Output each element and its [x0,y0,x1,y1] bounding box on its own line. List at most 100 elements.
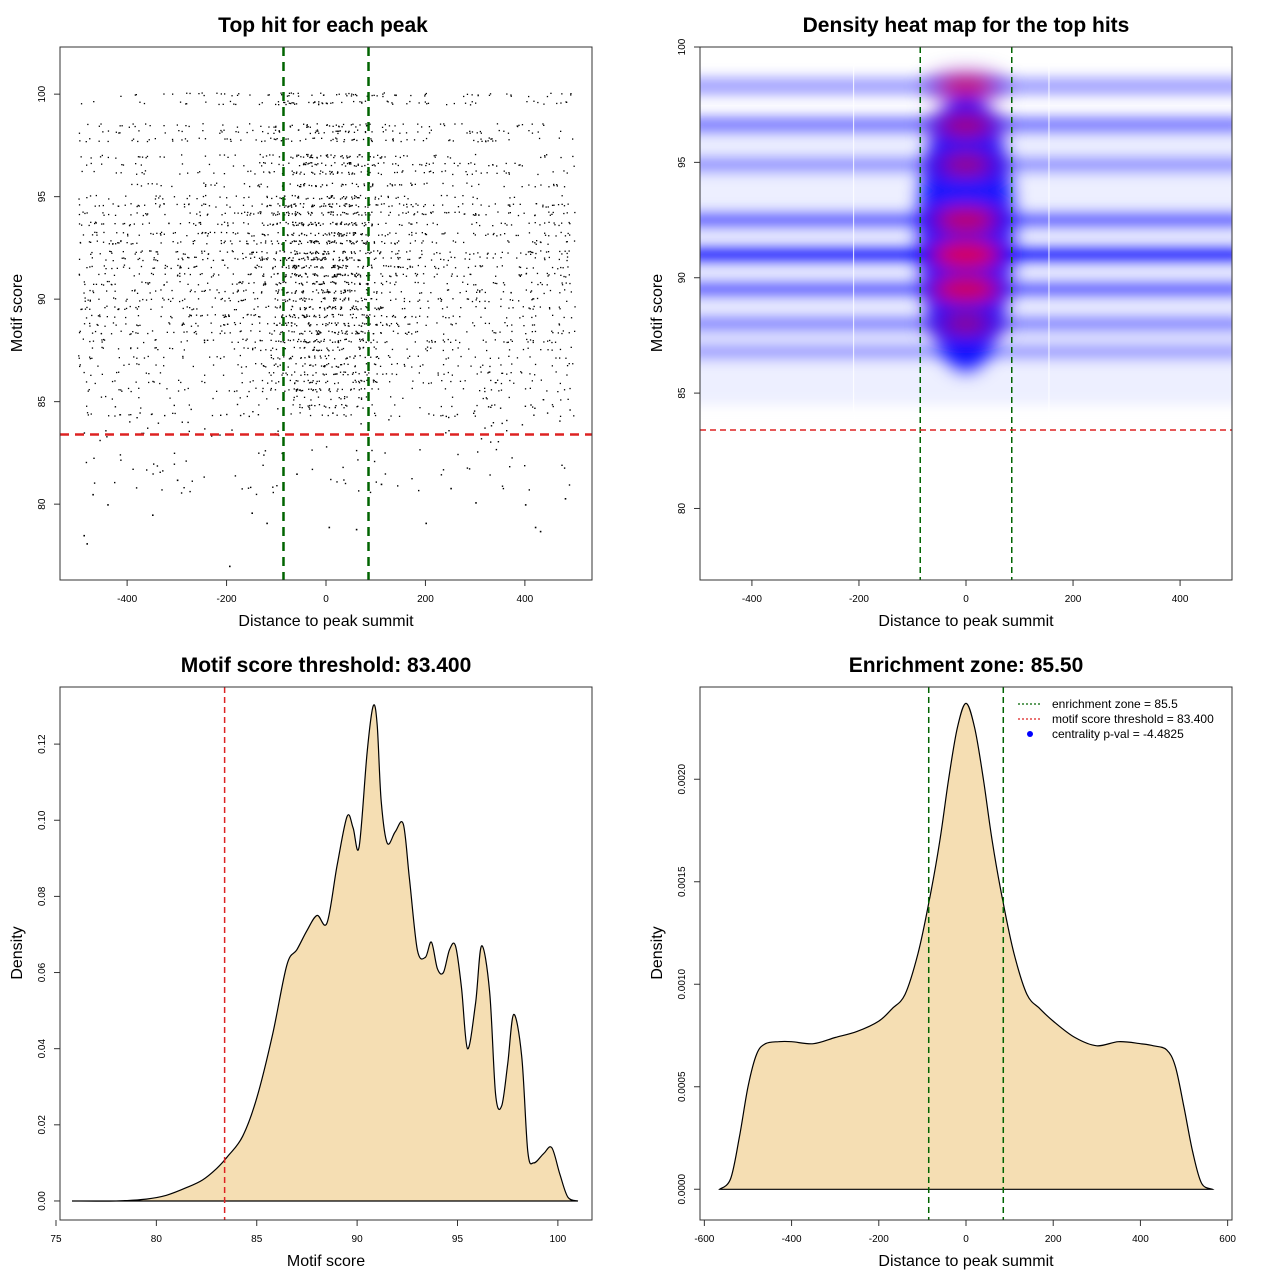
scatter-point [162,297,164,299]
scatter-point [518,164,520,166]
scatter-point [300,374,302,376]
scatter-point [510,94,512,96]
scatter-point [536,240,538,242]
scatter-point [287,205,289,208]
scatter-point [411,231,413,234]
scatter-point [288,95,290,97]
scatter-point [288,214,290,216]
scatter-point [426,316,429,318]
scatter-point [307,155,309,157]
scatter-point [371,404,373,406]
scatter-point [350,251,352,253]
scatter-point [266,252,268,254]
scatter-point [80,308,82,311]
scatter-point [409,300,411,303]
scatter-point [192,243,194,245]
scatter-point [281,374,283,376]
scatter-point [249,94,251,96]
scatter-point [351,281,353,284]
scatter-point [361,233,363,235]
scatter-point [389,282,391,284]
scatter-point [228,390,230,392]
scatter-point [179,272,181,275]
scatter-point [443,259,445,261]
scatter-point [519,275,521,277]
scatter-point [359,340,361,342]
scatter-point [364,356,366,359]
scatter-point [411,478,413,480]
scatter-point [391,315,394,318]
scatter-point [163,233,165,235]
scatter-point [277,408,279,410]
scatter-point [294,103,296,105]
scatter-point [87,414,89,416]
scatter-point [296,252,299,255]
scatter-point [456,413,459,416]
scatter-point [314,357,316,359]
scatter-point [334,332,336,334]
scatter-point [337,340,339,342]
scatter-point [133,223,135,225]
scatter-point [534,363,537,366]
scatter-point [492,257,494,259]
scatter-point [336,140,338,142]
scatter-point [292,404,294,406]
scatter-point [510,372,512,374]
scatter-point [474,214,476,216]
scatter-point [264,281,266,283]
scatter-point [376,373,378,375]
scatter-point [372,379,375,381]
scatter-point [223,129,225,131]
scatter-point [319,355,321,357]
scatter-point [136,212,138,214]
scatter-point [311,404,313,406]
scatter-point [299,333,301,335]
scatter-point [433,204,435,206]
scatter-point [131,290,133,292]
scatter-point [228,297,230,299]
scatter-point [355,272,358,274]
scatter-point [539,282,542,284]
scatter-point [235,195,237,197]
scatter-y-tick-label: 80 [37,498,48,510]
scatter-point [480,438,483,440]
scatter-point [207,257,209,260]
scatter-point [334,240,336,242]
scatter-point [352,242,354,244]
scatter-point [501,265,503,267]
scatter-point [573,240,576,242]
scatter-point [353,131,356,133]
scatter-point [181,421,183,423]
scatter-point [435,242,438,244]
scatter-point [301,389,304,392]
scatter-point [192,240,194,243]
scatter-point [522,306,524,308]
scatter-point [355,333,357,335]
scatter-point [323,365,325,368]
scatter-point [465,171,467,173]
scatter-point [307,379,309,382]
scatter-point [354,366,356,368]
scatter-point [290,259,293,262]
scatter-point [361,222,363,225]
scatter-point [298,338,300,341]
scatter-point [325,173,327,175]
scatter-point [424,95,426,97]
scatter-point [78,274,81,276]
scatter-point [567,203,569,205]
scatter-point [306,234,308,237]
scatter-point [310,162,312,164]
scatter-point [379,365,382,367]
scatter-point [351,307,354,310]
scatter-point [331,308,333,310]
scatter-point [223,324,225,326]
scatter-point [275,348,278,351]
scatter-point [214,314,216,316]
scatter-point [433,155,435,157]
scatter-point [417,281,419,284]
scatter-point [267,257,269,259]
scatter-point [286,292,288,294]
scatter-point [108,198,110,200]
scatter-point [479,224,481,227]
scatter-point [220,129,222,132]
